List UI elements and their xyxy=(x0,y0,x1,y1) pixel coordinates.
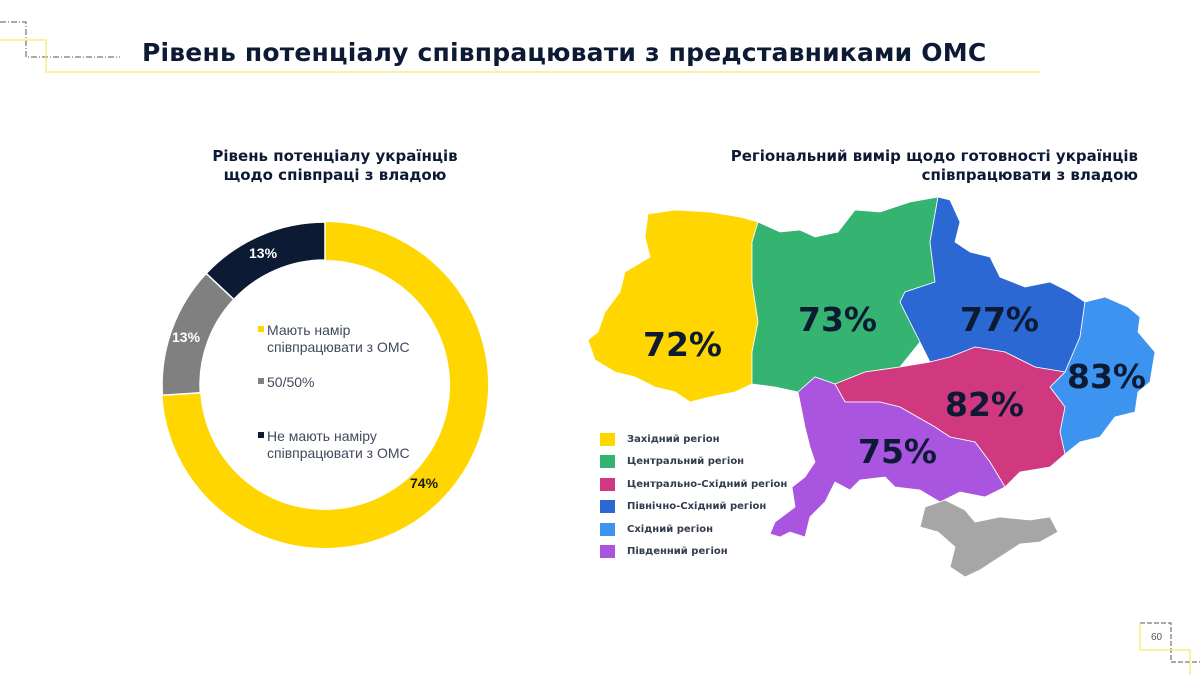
slide-title: Рівень потенціалу співпрацювати з предст… xyxy=(142,38,987,67)
map-svg xyxy=(587,196,1156,578)
region-west[interactable] xyxy=(587,209,759,403)
slice-label-intend: 74% xyxy=(410,475,439,491)
corner-decoration-top xyxy=(0,21,1040,73)
legend-swatch-north-east xyxy=(600,500,615,514)
legend-item-intend: Мають намір співпрацювати з ОМС xyxy=(258,322,410,356)
map-legend-item-north-east: Північно-Східний регіон xyxy=(600,496,787,519)
value-central: 73% xyxy=(798,300,877,339)
legend-swatch-navy xyxy=(258,432,264,439)
legend-swatch-south xyxy=(600,545,615,559)
donut-svg xyxy=(161,221,489,548)
corner-decoration-bottom xyxy=(1139,622,1200,675)
donut-chart-title: Рівень потенціалу українців щодо співпра… xyxy=(212,147,458,184)
region-crimea xyxy=(919,499,1059,578)
legend-item-fifty-fifty: 50/50% xyxy=(258,374,314,391)
map-chart-title: Регіональний вимір щодо готовності украї… xyxy=(730,147,1138,184)
value-west: 72% xyxy=(643,325,722,364)
map-legend-item-central-east: Центрально-Східний регіон xyxy=(600,473,787,496)
slice-not-intend[interactable] xyxy=(205,221,326,301)
value-south: 75% xyxy=(858,432,937,471)
legend-item-not-intend: Не мають наміру співпрацювати з ОМС xyxy=(258,428,410,462)
legend-swatch-central xyxy=(600,455,615,469)
slice-label-fifty-fifty: 13% xyxy=(172,329,201,345)
legend-swatch-west xyxy=(600,432,615,446)
map-legend: Західний регіон Центральний регіон Центр… xyxy=(600,428,787,563)
value-north-east: 77% xyxy=(960,300,1039,339)
ukraine-region-map: 72% 73% 77% 83% 82% 75% xyxy=(580,192,1160,582)
value-east: 83% xyxy=(1067,357,1146,396)
region-south[interactable] xyxy=(769,376,1006,538)
value-central-east: 82% xyxy=(945,385,1024,424)
legend-swatch-central-east xyxy=(600,477,615,491)
page-number: 60 xyxy=(1150,631,1163,643)
legend-swatch-gray xyxy=(258,378,264,385)
map-legend-item-west: Західний регіон xyxy=(600,428,787,451)
slice-label-not-intend: 13% xyxy=(249,245,278,261)
map-legend-item-central: Центральний регіон xyxy=(600,451,787,474)
legend-swatch-yellow xyxy=(258,326,264,333)
donut-chart: 13% 13% 74% xyxy=(160,220,490,550)
map-legend-item-south: Південний регіон xyxy=(600,541,787,564)
legend-swatch-east xyxy=(600,522,615,536)
map-legend-item-east: Східний регіон xyxy=(600,518,787,541)
